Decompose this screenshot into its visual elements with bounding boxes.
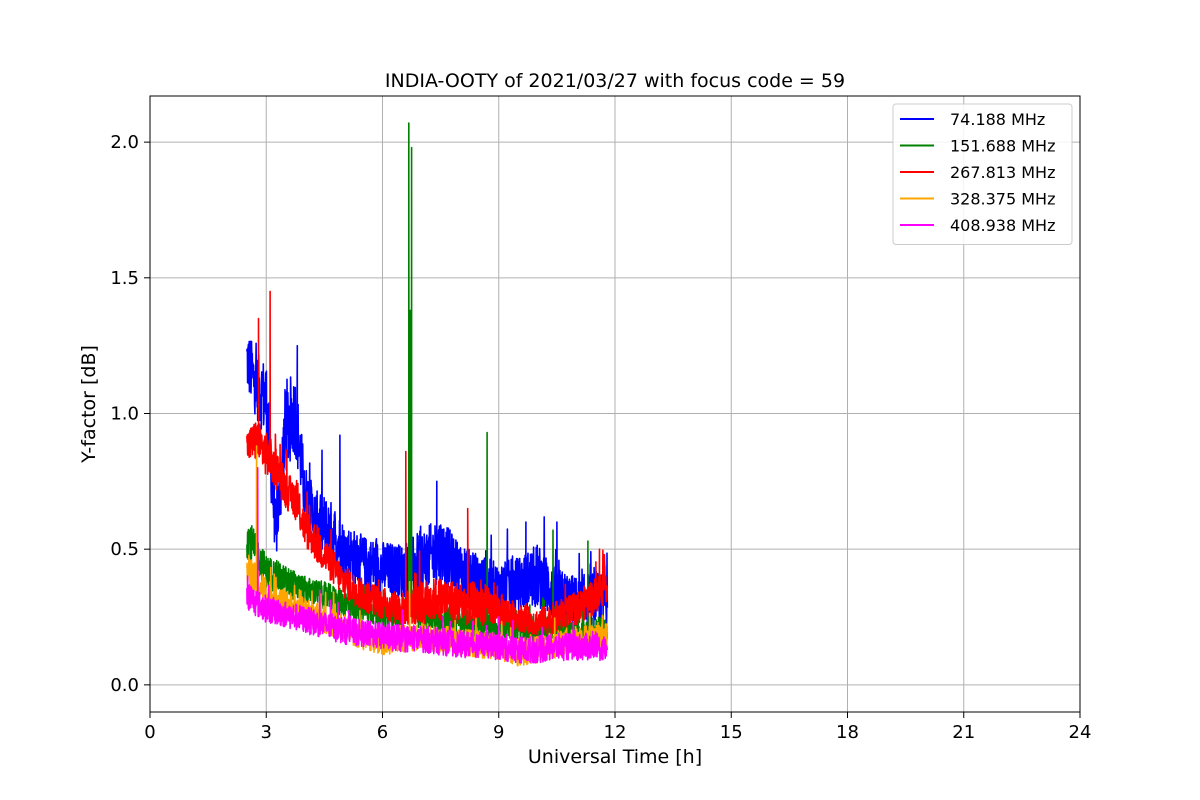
y-tick-label: 1.0 — [110, 403, 139, 424]
x-tick-label: 18 — [836, 722, 859, 743]
x-axis-label: Universal Time [h] — [528, 746, 702, 768]
x-tick-label: 3 — [261, 722, 272, 743]
y-tick-label: 1.5 — [110, 268, 139, 289]
x-tick-label: 6 — [377, 722, 388, 743]
legend-box — [892, 103, 1073, 245]
x-tick-label: 9 — [493, 722, 504, 743]
x-tick-label: 12 — [604, 722, 627, 743]
x-axis: 0 3 6 9 12 15 18 21 24 — [144, 712, 1091, 743]
legend: 74.188 MHz 151.688 MHz 267.813 MHz 328.375 … — [892, 103, 1073, 245]
series-line — [246, 290, 609, 636]
legend-entry: 408.938 MHz — [950, 216, 1055, 235]
x-tick-label: 24 — [1069, 722, 1092, 743]
y-tick-label: 0.5 — [110, 539, 139, 560]
y-axis: 0.0 0.5 1.0 1.5 2.0 — [110, 132, 150, 696]
x-tick-label: 15 — [720, 722, 743, 743]
y-tick-label: 0.0 — [110, 675, 139, 696]
legend-entry: 74.188 MHz — [950, 110, 1045, 129]
legend-entry: 267.813 MHz — [950, 163, 1055, 182]
y-tick-label: 2.0 — [110, 132, 139, 153]
legend-entry: 328.375 MHz — [950, 190, 1055, 209]
x-tick-label: 21 — [952, 722, 975, 743]
x-tick-label: 0 — [144, 722, 155, 743]
plot-area — [246, 122, 609, 667]
series-line — [246, 467, 609, 664]
chart-title: INDIA-OOTY of 2021/03/27 with focus code… — [385, 70, 845, 92]
y-axis-label: Y-factor [dB] — [78, 345, 100, 464]
legend-entry: 151.688 MHz — [950, 137, 1055, 156]
